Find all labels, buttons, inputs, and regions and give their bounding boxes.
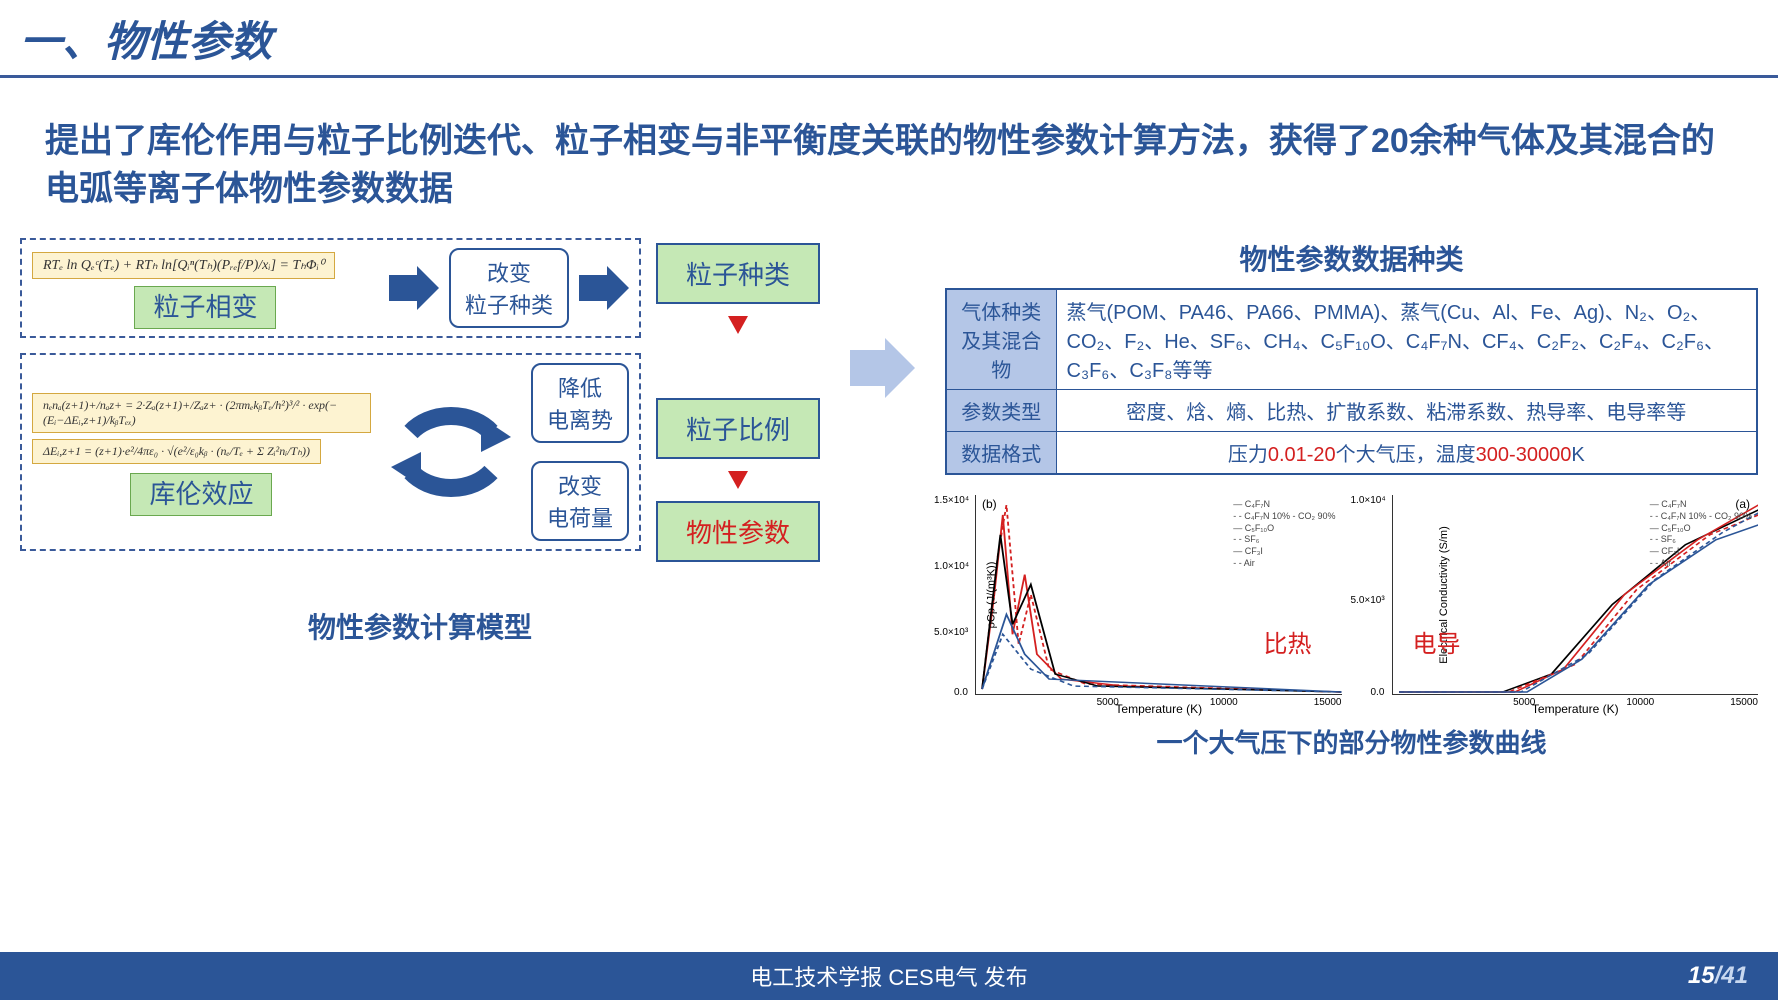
subtitle: 提出了库伦作用与粒子比例迭代、粒子相变与非平衡度关联的物性参数计算方法，获得了2… <box>0 78 1778 238</box>
row3-cell: 压力0.01-20个大气压，温度300-30000K <box>1056 432 1757 475</box>
formula-1: RTₑ ln Qₑᶜ(Tₑ) + RTₕ ln[Qᵢⁿ(Tₕ)(Pᵣₑf/P)/… <box>32 252 335 279</box>
action-change-species: 改变 粒子种类 <box>449 248 569 328</box>
arrow-icon <box>389 266 439 310</box>
section-title: 一、物性参数 <box>20 8 1758 69</box>
chart-red-label: 比热 <box>1264 624 1312 659</box>
footer-text: 电工技术学报 CES电气 发布 <box>750 960 1027 992</box>
chart-xlabel: Temperature (K) <box>1532 702 1619 716</box>
table-row: 参数类型 密度、焓、熵、比热、扩散系数、粘滞系数、热导率、电导率等 <box>946 390 1757 432</box>
chart-specific-heat: ρCp (J/(m³K)) 1.5×10⁴ 1.0×10⁴ 5.0×10³ 0.… <box>975 495 1342 695</box>
formula-area-2: nₑnₐ(z+1)+/nₐz+ = 2·Zₐ(z+1)+/Zₐz+ · (2πm… <box>32 393 371 511</box>
page-number: 15/41 <box>1688 962 1748 990</box>
charts-row: ρCp (J/(m³K)) 1.5×10⁴ 1.0×10⁴ 5.0×10³ 0.… <box>945 495 1758 695</box>
chart-ylabel: ρCp (J/(m³K)) <box>985 561 997 628</box>
title-bar: 一、物性参数 <box>0 0 1778 78</box>
action-change-charge: 改变 电荷量 <box>531 461 629 541</box>
formula-area-1: RTₑ ln Qₑᶜ(Tₑ) + RTₕ ln[Qᵢⁿ(Tₕ)(Pᵣₑf/P)/… <box>32 252 379 324</box>
chart-legend: — C₄F₇N - - C₄F₇N 10% - CO₂ 90% — C₅F₁₀O… <box>1233 499 1335 569</box>
charts-caption: 一个大气压下的部分物性参数曲线 <box>945 723 1758 760</box>
coulomb-box: nₑnₐ(z+1)+/nₐz+ = 2·Zₐ(z+1)+/Zₐz+ · (2πm… <box>20 353 641 551</box>
chart-xlabel: Temperature (K) <box>1115 702 1202 716</box>
footer-bar: 电工技术学报 CES电气 发布 15/41 <box>0 952 1778 1000</box>
row1-header: 气体种类及其混合物 <box>946 289 1056 390</box>
flow-node-ratio: 粒子比例 <box>656 398 820 459</box>
right-column: 物性参数数据种类 气体种类及其混合物 蒸气(POM、PA46、PA66、PMMA… <box>945 238 1758 760</box>
formula-2a: nₑnₐ(z+1)+/nₐz+ = 2·Zₐ(z+1)+/Zₐz+ · (2πm… <box>32 393 371 433</box>
phase-change-box: RTₑ ln Qₑᶜ(Tₑ) + RTₕ ln[Qᵢⁿ(Tₕ)(Pᵣₑf/P)/… <box>20 238 641 338</box>
row2-header: 参数类型 <box>946 390 1056 432</box>
chart-legend: — C₄F₇N - - C₄F₇N 10% - CO₂ 90% — C₅F₁₀O… <box>1650 499 1752 569</box>
flow-node-params: 物性参数 <box>656 501 820 562</box>
chart-red-label: 电导 <box>1413 624 1461 659</box>
content-area: RTₑ ln Qₑᶜ(Tₑ) + RTₕ ln[Qᵢⁿ(Tₕ)(Pᵣₑf/P)/… <box>0 238 1778 760</box>
left-column: RTₑ ln Qₑᶜ(Tₑ) + RTₕ ln[Qᵢⁿ(Tₕ)(Pᵣₑf/P)/… <box>20 238 820 760</box>
row3-header: 数据格式 <box>946 432 1056 475</box>
coulomb-label: 库伦效应 <box>130 473 272 516</box>
flow-node-species: 粒子种类 <box>656 243 820 304</box>
table-row: 数据格式 压力0.01-20个大气压，温度300-30000K <box>946 432 1757 475</box>
arrow-right-icon <box>850 338 915 398</box>
row2-cell: 密度、焓、熵、比热、扩散系数、粘滞系数、热导率、电导率等 <box>1056 390 1757 432</box>
action-lower-ionization: 降低 电离势 <box>531 363 629 443</box>
data-header: 物性参数数据种类 <box>945 238 1758 278</box>
table-row: 气体种类及其混合物 蒸气(POM、PA46、PA66、PMMA)、蒸气(Cu、A… <box>946 289 1757 390</box>
phase-change-label: 粒子相变 <box>134 286 276 329</box>
arrow-down-icon <box>728 316 748 334</box>
arrow-down-icon <box>728 471 748 489</box>
formula-2b: ΔEᵢ,z+1 = (z+1)·e²/4πε₀ · √(e²/ε₀kᵦ · (n… <box>32 439 321 464</box>
arrow-icon <box>579 266 629 310</box>
cycle-arrows-icon <box>381 382 521 522</box>
row1-cell: 蒸气(POM、PA46、PA66、PMMA)、蒸气(Cu、Al、Fe、Ag)、N… <box>1056 289 1757 390</box>
data-table: 气体种类及其混合物 蒸气(POM、PA46、PA66、PMMA)、蒸气(Cu、A… <box>945 288 1758 475</box>
chart-conductivity: Electrical Conductivity (S/m) 1.0×10⁴ 5.… <box>1392 495 1759 695</box>
model-caption: 物性参数计算模型 <box>20 606 820 646</box>
flow-column: 粒子种类 粒子比例 物性参数 <box>656 243 820 562</box>
